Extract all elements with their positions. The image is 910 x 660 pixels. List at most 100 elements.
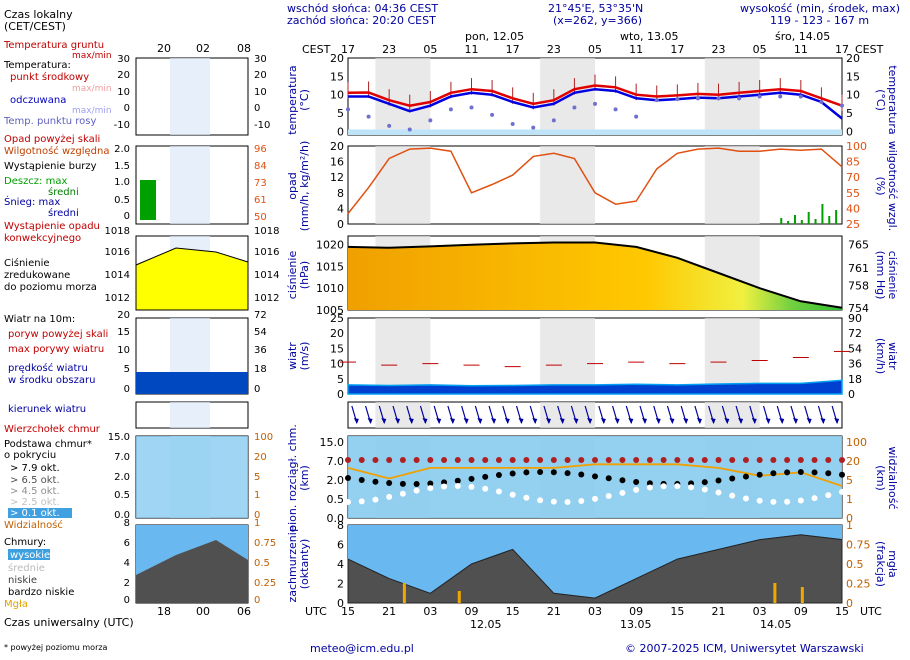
night-band: [540, 146, 595, 224]
cloud-axis-right-unit: (km): [874, 465, 887, 491]
legend-rain-bar: [140, 180, 156, 220]
cloud-base-dot: [454, 477, 461, 484]
legend-storm: Wystąpienie burzy: [4, 161, 97, 172]
legend-humidity-tick: 61: [254, 195, 267, 206]
cloud-top-dot: [482, 457, 489, 463]
cloud-base-dot-low: [441, 483, 448, 490]
legend-wind-title: Wiatr na 10m:: [4, 314, 75, 325]
night-band: [375, 318, 431, 394]
legend-cloud-tick: 2.0: [114, 472, 130, 483]
humidity-ytick: 55: [846, 187, 860, 200]
dew-point: [428, 118, 433, 123]
legend-fog-tick: 0.5: [254, 558, 270, 569]
cloud-base-dot-low: [495, 488, 502, 495]
grid-point: (x=262, y=366): [553, 14, 642, 27]
cloud-base-dot-low: [345, 499, 351, 505]
cloud-base-dot: [633, 478, 640, 485]
legend-utc-hour-2: 00: [196, 605, 210, 618]
cest-hour-label: 17: [835, 43, 849, 56]
cloud-base-dot-low: [742, 495, 749, 502]
footnote: * powyżej poziomu morza: [4, 643, 108, 652]
precip-ytick: 8: [337, 187, 344, 200]
temp-ytick-right: 10: [846, 89, 860, 102]
cloud-base-dot: [701, 479, 708, 486]
cloud-top-dot: [537, 457, 544, 463]
cest-hour-label: 23: [547, 43, 561, 56]
press-axis-left: ciśnienie: [286, 251, 299, 300]
local-time-label: Czas lokalny: [4, 8, 73, 21]
wind-axis-left: wiatr: [286, 342, 299, 370]
cloud-top-dot: [825, 457, 832, 463]
legend-clouds-verylow: bardzo niskie: [8, 587, 74, 598]
legend-wind-speed: prędkość wiatru: [8, 362, 88, 374]
wind-direction-arrowhead: [587, 418, 593, 424]
legend-temp-tick-right: 0: [254, 103, 260, 114]
temp-ytick-right: 20: [846, 52, 860, 65]
precip-ytick: 0: [337, 218, 344, 231]
utc-hour-label: 03: [423, 605, 437, 618]
cloud-base-dot-low: [605, 493, 612, 500]
rain-bar: [780, 218, 783, 224]
cloud-top-dot: [468, 457, 475, 463]
cest-hour-label: 05: [423, 43, 437, 56]
cest-label-right: CEST: [855, 43, 884, 56]
legend-panel: Czas lokalny (CET/CEST) 20 02 08 Tempera…: [3, 8, 251, 652]
utc-hour-label: 21: [712, 605, 726, 618]
legend-precip-above: Opad powyżej skali: [4, 134, 100, 145]
cloud-top-dot: [674, 457, 681, 463]
legend-gust-max: max porywy wiatru: [8, 344, 104, 355]
cloud-top-dot: [495, 457, 502, 463]
cloud-base-dot: [770, 470, 777, 477]
cloud-base-dot-low: [633, 486, 640, 493]
night-band: [375, 58, 431, 135]
legend-temp-felt: odczuwana: [10, 95, 66, 106]
wind-axis-left-unit: (m/s): [298, 342, 311, 371]
cloud-ytick: 0.5: [327, 493, 345, 506]
rain-bar: [800, 220, 803, 224]
fog-ytick: 0.75: [846, 539, 871, 552]
legend-press-tick: 1016: [105, 247, 130, 258]
rain-bar: [793, 215, 796, 224]
dew-point: [510, 122, 515, 126]
legend-ground-temp: Temperatura gruntu: [3, 40, 104, 51]
wind-kmh-tick: 36: [848, 358, 862, 371]
legend-okt-4: > 2.5 okt.: [10, 497, 60, 508]
cest-hour-label: 17: [341, 43, 355, 56]
cloud-base-dot: [441, 479, 448, 486]
legend-cloud-tick: 0.5: [114, 490, 130, 501]
cest-hour-label: 17: [670, 43, 684, 56]
cloud-top-dot: [729, 457, 736, 463]
legend-pressure-3: do poziomu morza: [4, 282, 97, 293]
legend-cover-tick: 8: [124, 518, 130, 529]
bottom-date-3: 14.05: [760, 618, 792, 631]
pressure-ytick: 1005: [316, 304, 344, 317]
pressure-ytick: 1015: [316, 260, 344, 273]
legend-temp-tick: 20: [117, 70, 130, 81]
legend-humidity-tick: 50: [254, 212, 267, 223]
legend-okt-5: > 0.1 okt.: [10, 508, 60, 519]
legend-snow-mid: średni: [48, 207, 79, 219]
wind-axis-right-unit: (km/h): [874, 338, 887, 374]
wind-ytick: 15: [330, 342, 344, 355]
legend-wind-tick: 0: [124, 384, 130, 395]
wind-direction-arrowhead: [395, 418, 401, 424]
temp-ytick-left: 5: [337, 107, 344, 120]
legend-press-tick: 1012: [105, 293, 130, 304]
legend-humidity-tick: 73: [254, 178, 267, 189]
cloud-top-dot: [345, 457, 351, 463]
legend-wind-area: [136, 372, 248, 394]
legend-humidity-tick: 96: [254, 144, 267, 155]
legend-temp-title: Temperatura:: [3, 60, 71, 71]
precip-axis-left-unit: (mm/h, kg/m²/h): [298, 141, 311, 232]
cloud-base-dot: [729, 475, 736, 482]
cloud-base-dot-low: [564, 498, 571, 505]
legend-cloud-tick: 0.0: [114, 510, 130, 521]
legend-cover-tick: 0: [124, 595, 130, 606]
dew-point: [737, 96, 742, 101]
footer-email[interactable]: meteo@icm.edu.pl: [310, 642, 414, 655]
legend-dew: Temp. punktu rosy: [3, 116, 96, 127]
dew-point: [634, 114, 639, 119]
legend-wind-tick: 10: [117, 345, 130, 356]
cloud-base-dot: [715, 477, 722, 484]
